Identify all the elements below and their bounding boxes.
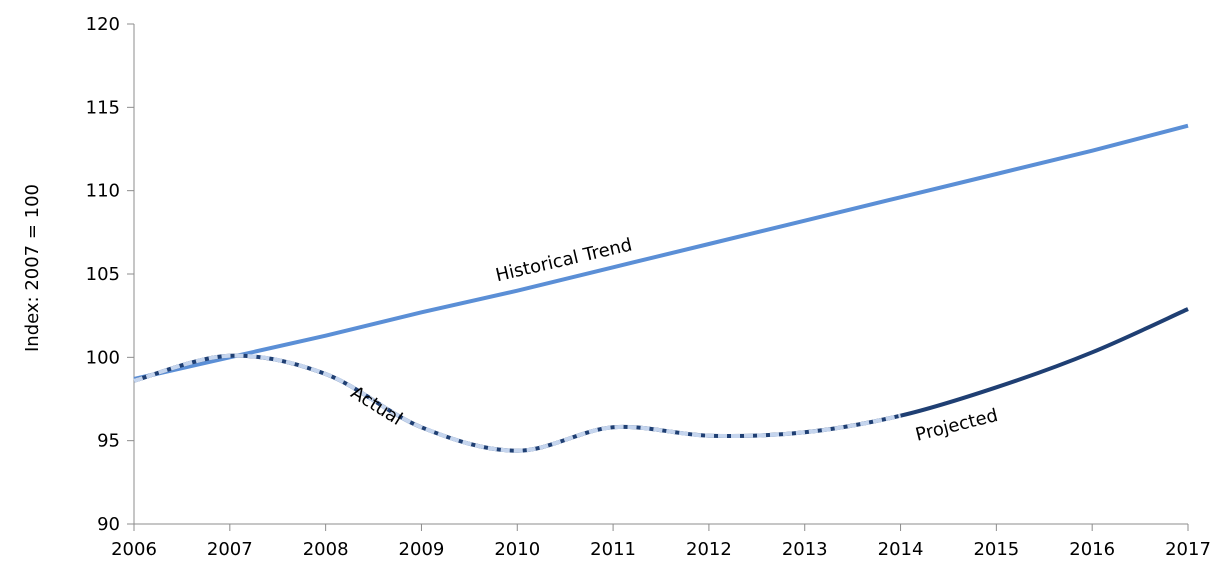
series-line-projected xyxy=(900,307,1189,418)
x-tick-label: 2013 xyxy=(782,539,828,560)
x-tick-label: 2016 xyxy=(1069,539,1115,560)
series-layer xyxy=(133,123,1189,453)
y-tick-label: 105 xyxy=(86,264,120,285)
x-tick-label: 2015 xyxy=(973,539,1019,560)
x-tick-label: 2008 xyxy=(303,539,349,560)
axes: 90 95 100 105 110 115 120 2006 2007 2008 2009 2010 2… xyxy=(86,14,1211,560)
x-tick-label: 2011 xyxy=(590,539,636,560)
annotation-projected: Projected xyxy=(913,405,1000,446)
y-axis-title: Index: 2007 = 100 xyxy=(22,184,43,352)
x-tick-label: 2007 xyxy=(207,539,253,560)
y-tick-label: 115 xyxy=(86,97,120,118)
y-tick-label: 120 xyxy=(86,14,120,35)
annotation-actual: Actual xyxy=(347,382,406,430)
y-tick-label: 110 xyxy=(86,181,120,202)
y-tick-label: 100 xyxy=(86,347,120,368)
y-tick-label: 95 xyxy=(97,431,120,452)
x-tick-label: 2009 xyxy=(399,539,445,560)
y-tick-label: 90 xyxy=(97,514,120,535)
series-line-historical-trend xyxy=(133,123,1189,381)
x-tick-label: 2014 xyxy=(878,539,924,560)
series-line-actual-dash xyxy=(133,353,901,453)
x-tick-label: 2010 xyxy=(494,539,540,560)
x-tick-label: 2012 xyxy=(686,539,732,560)
x-tick-label: 2017 xyxy=(1165,539,1211,560)
series-line-actual xyxy=(133,353,901,453)
x-tick-label: 2006 xyxy=(111,539,157,560)
